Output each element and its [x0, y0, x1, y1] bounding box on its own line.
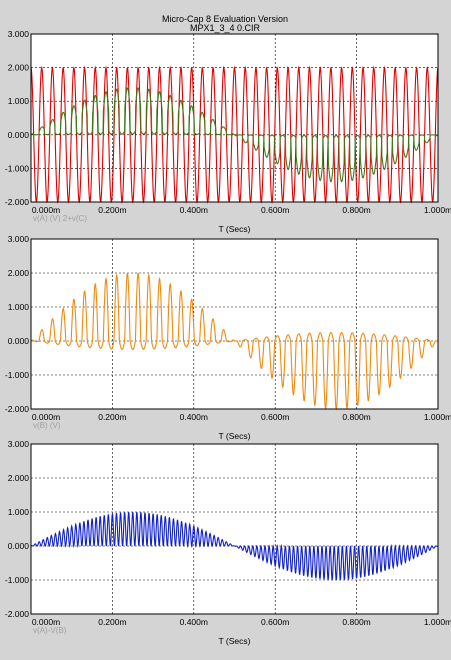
series-line [30, 511, 439, 581]
legend-label: v(B) (V) [33, 421, 61, 430]
x-tick-label: 0.400m [180, 205, 208, 215]
y-tick-label: 0.000 [8, 130, 30, 140]
x-tick-label: 0.600m [261, 205, 289, 215]
legend-label: v(A)-V(B) [33, 626, 67, 635]
x-tick-label: 1.000m [424, 205, 451, 215]
x-tick-label: 0.400m [180, 412, 208, 422]
x-tick-label: 0.600m [261, 617, 289, 627]
y-tick-label: 1.000 [8, 302, 30, 312]
x-tick-label: 1.000m [424, 617, 451, 627]
series-line [30, 87, 439, 183]
series-line [30, 65, 439, 204]
y-tick-label: 3.000 [8, 439, 30, 449]
window-subtitle: MPX1_3_4 0.CIR [190, 23, 261, 33]
y-tick-label: -2.000 [5, 609, 29, 619]
x-axis-label: T (Secs) [219, 431, 251, 441]
y-tick-label: 1.000 [8, 507, 30, 517]
x-tick-label: 0.200m [98, 617, 126, 627]
window-title: Micro-Cap 8 Evaluation Version [162, 14, 288, 24]
y-tick-label: 2.000 [8, 63, 30, 73]
x-tick-label: 0.000m [32, 412, 60, 422]
y-tick-label: -1.000 [5, 575, 29, 585]
x-tick-label: 0.400m [180, 617, 208, 627]
y-tick-label: -1.000 [5, 370, 29, 380]
plot-frame [30, 238, 439, 410]
series-line [30, 272, 439, 411]
x-tick-label: 0.200m [98, 412, 126, 422]
y-tick-label: -2.000 [5, 404, 29, 414]
legend-label: v(A) (V) 2+v(C) [33, 214, 87, 223]
y-tick-label: 0.000 [8, 541, 30, 551]
x-tick-label: 0.000m [32, 205, 60, 215]
y-tick-label: 3.000 [8, 29, 30, 39]
x-tick-label: 0.000m [32, 617, 60, 627]
y-tick-label: -1.000 [5, 163, 29, 173]
y-tick-label: 3.000 [8, 234, 30, 244]
y-tick-label: 1.000 [8, 96, 30, 106]
x-tick-label: 0.800m [342, 412, 370, 422]
plot-frame [30, 33, 439, 203]
x-axis-label: T (Secs) [219, 224, 251, 234]
y-tick-label: 2.000 [8, 473, 30, 483]
x-tick-label: 0.200m [98, 205, 126, 215]
plot-frame [30, 443, 439, 615]
x-tick-label: 0.800m [342, 205, 370, 215]
x-tick-label: 0.800m [342, 617, 370, 627]
y-tick-label: 2.000 [8, 268, 30, 278]
plot-area [31, 444, 438, 614]
y-tick-label: 0.000 [8, 336, 30, 346]
x-axis-label: T (Secs) [219, 636, 251, 646]
x-tick-label: 0.600m [261, 412, 289, 422]
x-tick-label: 1.000m [424, 412, 451, 422]
y-tick-label: -2.000 [5, 197, 29, 207]
plot-area [31, 239, 438, 409]
